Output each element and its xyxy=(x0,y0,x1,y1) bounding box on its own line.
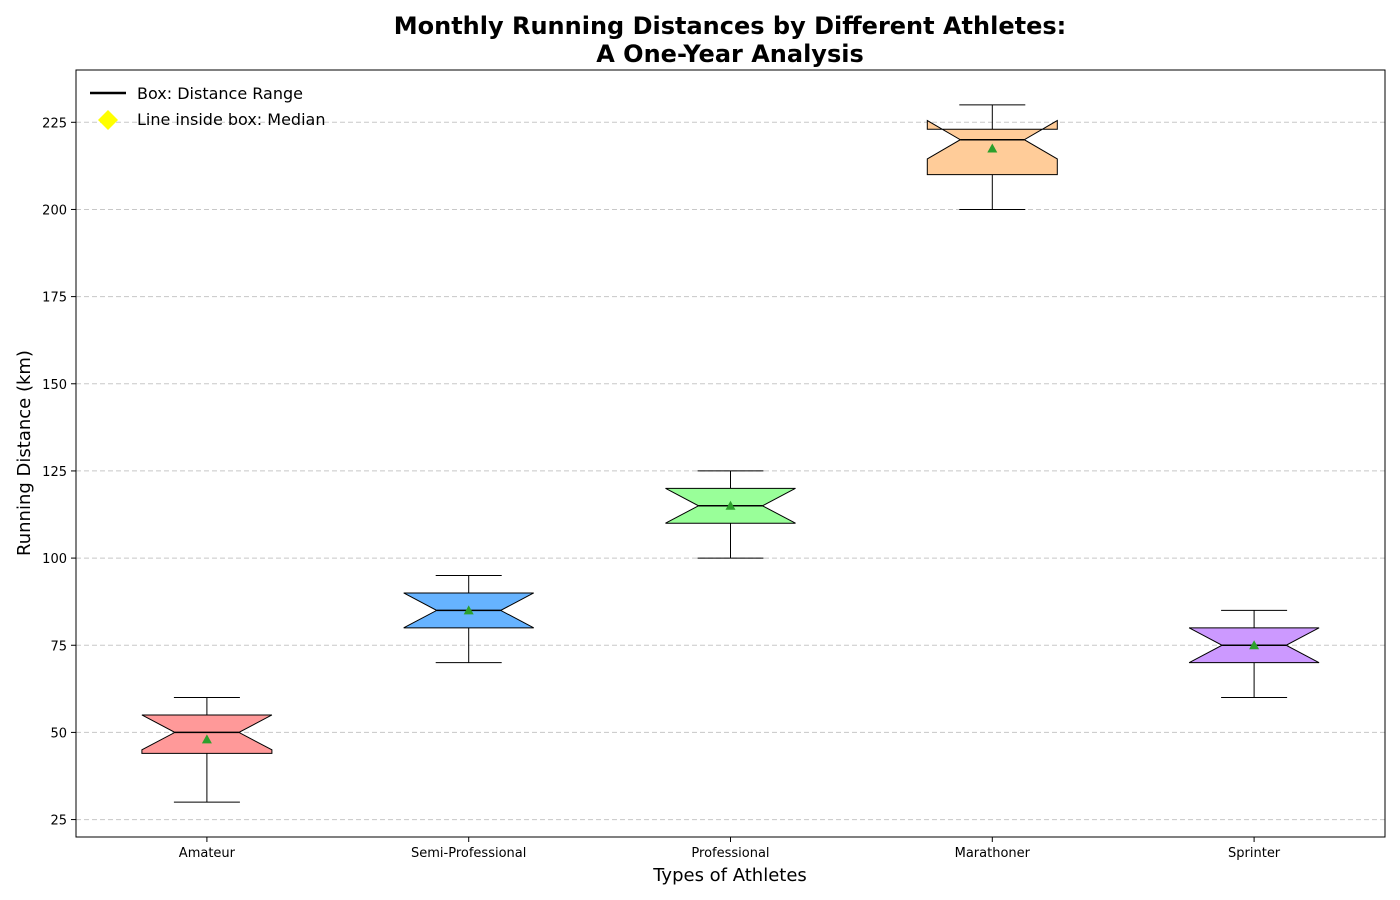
box-2 xyxy=(665,470,796,559)
x-tick-label-2: Professional xyxy=(691,846,769,861)
box-3 xyxy=(926,104,1058,210)
x-tick-label-1: Semi-Professional xyxy=(411,846,526,861)
box-4 xyxy=(1188,609,1320,699)
y-axis-ticks: 25 50 75 100 125 150 175 200 225 xyxy=(42,116,76,829)
y-tick-label-3: 100 xyxy=(42,552,67,567)
legend-entry-box: Box: Distance Range xyxy=(137,84,303,103)
y-axis-label: Running Distance (km) xyxy=(14,350,35,556)
mean-marker-3 xyxy=(987,143,998,153)
box-plot-series xyxy=(141,104,1320,803)
legend-entry-median: Line inside box: Median xyxy=(137,110,325,129)
mean-marker-0 xyxy=(201,734,212,744)
box-body-0 xyxy=(141,714,273,754)
y-tick-label-8: 225 xyxy=(42,116,67,131)
box-0 xyxy=(141,697,273,803)
legend: Box: Distance Range Line inside box: Med… xyxy=(90,84,325,130)
legend-diamond-marker xyxy=(98,110,118,130)
chart-title-line1: Monthly Running Distances by Different A… xyxy=(394,12,1067,40)
y-tick-label-0: 25 xyxy=(50,814,67,829)
mean-marker-1 xyxy=(463,605,474,615)
grid-lines xyxy=(76,121,1385,821)
y-tick-label-7: 200 xyxy=(42,203,67,218)
y-tick-label-5: 150 xyxy=(42,378,67,393)
plot-area-frame xyxy=(75,69,1386,838)
y-tick-label-6: 175 xyxy=(42,291,67,306)
x-axis-ticks: Amateur Semi-Professional Professional Mara… xyxy=(179,837,1281,861)
mean-marker-4 xyxy=(1249,640,1260,650)
y-tick-label-2: 75 xyxy=(50,639,67,654)
x-tick-label-3: Marathoner xyxy=(955,846,1031,861)
y-tick-label-1: 50 xyxy=(50,726,67,741)
chart-title-line2: A One-Year Analysis xyxy=(596,40,864,68)
x-tick-label-4: Sprinter xyxy=(1228,846,1281,861)
x-tick-label-0: Amateur xyxy=(179,846,236,861)
box-1 xyxy=(403,575,534,664)
x-axis-label: Types of Athletes xyxy=(652,865,807,886)
mean-marker-2 xyxy=(725,500,736,510)
y-tick-label-4: 125 xyxy=(42,465,67,480)
